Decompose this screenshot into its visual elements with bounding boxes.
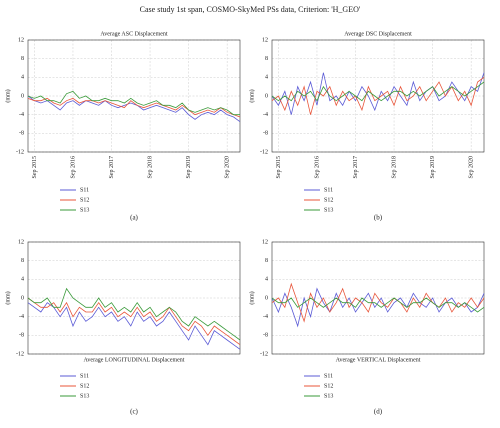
y-axis-label: (mm) [4, 291, 11, 304]
series-line [27, 95, 241, 122]
x-tick-label: Sep 2015 [32, 156, 38, 179]
legend-label: S11 [324, 373, 333, 379]
series-line [27, 287, 241, 341]
x-tick-label: Sep 2020 [469, 156, 475, 179]
series-line [27, 97, 241, 118]
y-tick-label: 8 [21, 258, 24, 264]
legend-label: S11 [324, 187, 333, 193]
legend-label: S13 [80, 393, 89, 399]
y-tick-label: -12 [16, 351, 24, 357]
y-tick-label: 0 [265, 295, 268, 301]
panel-label: (a) [130, 214, 138, 222]
x-tick-label: Sep 2018 [147, 156, 153, 179]
y-tick-label: -8 [19, 131, 24, 137]
y-tick-label: 4 [21, 277, 24, 283]
panel-label: (c) [130, 408, 138, 416]
legend-label: S13 [324, 207, 333, 213]
y-tick-label: -8 [263, 131, 268, 137]
series-line [271, 297, 485, 313]
series-line [271, 81, 485, 102]
subplot-title: Average VERTICAL Displacement [336, 357, 421, 363]
series-line [27, 90, 240, 116]
subplot-title: Average LONGITUDINAL Displacement [84, 357, 185, 363]
y-tick-label: -4 [19, 112, 24, 118]
y-axis-label: (mm) [248, 291, 255, 304]
legend-label: S12 [80, 383, 89, 389]
legend-label: S11 [80, 187, 89, 193]
y-tick-label: 4 [21, 75, 24, 81]
y-tick-label: -4 [263, 314, 268, 320]
y-tick-label: 0 [265, 93, 268, 99]
y-tick-label: -4 [263, 112, 268, 118]
series-line [271, 282, 485, 323]
series-line [27, 302, 241, 350]
y-tick-label: 12 [18, 239, 24, 245]
y-tick-label: -8 [263, 333, 268, 339]
x-tick-label: Sep 2018 [391, 156, 397, 179]
y-axis-label: (mm) [4, 89, 11, 102]
y-tick-label: -8 [19, 333, 24, 339]
legend-label: S11 [80, 373, 89, 379]
panel-label: (b) [374, 214, 383, 222]
panel-label: (d) [374, 408, 383, 416]
series-line [271, 72, 485, 115]
y-tick-label: 4 [265, 277, 268, 283]
figure-title: Case study 1st span, COSMO-SkyMed PSs da… [140, 5, 361, 14]
subplot-title: Average ASC Displacement [100, 31, 168, 37]
legend-label: S12 [324, 197, 333, 203]
legend-label: S12 [80, 197, 89, 203]
y-tick-label: 8 [21, 56, 24, 62]
y-tick-label: 12 [262, 239, 268, 245]
y-tick-label: -4 [19, 314, 24, 320]
legend-label: S13 [80, 207, 89, 213]
x-tick-label: Sep 2015 [276, 156, 282, 179]
x-tick-label: Sep 2017 [353, 156, 359, 179]
x-tick-label: Sep 2019 [186, 156, 192, 179]
y-axis-label: (mm) [248, 89, 255, 102]
y-tick-label: 4 [265, 75, 268, 81]
series-line [27, 297, 241, 345]
y-tick-label: 12 [262, 37, 268, 43]
y-tick-label: 0 [21, 295, 24, 301]
x-tick-label: Sep 2020 [225, 156, 231, 179]
x-tick-label: Sep 2016 [314, 156, 320, 179]
y-tick-label: -12 [16, 149, 24, 155]
y-tick-label: -12 [260, 351, 268, 357]
legend-label: S13 [324, 393, 333, 399]
y-tick-label: 0 [21, 93, 24, 99]
x-tick-label: Sep 2016 [70, 156, 76, 179]
y-tick-label: 12 [18, 37, 24, 43]
x-tick-label: Sep 2019 [430, 156, 436, 179]
subplot-title: Average DSC Displacement [344, 31, 412, 37]
legend-label: S12 [324, 383, 333, 389]
y-tick-label: 8 [265, 56, 268, 62]
x-tick-label: Sep 2017 [109, 156, 115, 179]
y-tick-label: 8 [265, 258, 268, 264]
y-tick-label: -12 [260, 149, 268, 155]
